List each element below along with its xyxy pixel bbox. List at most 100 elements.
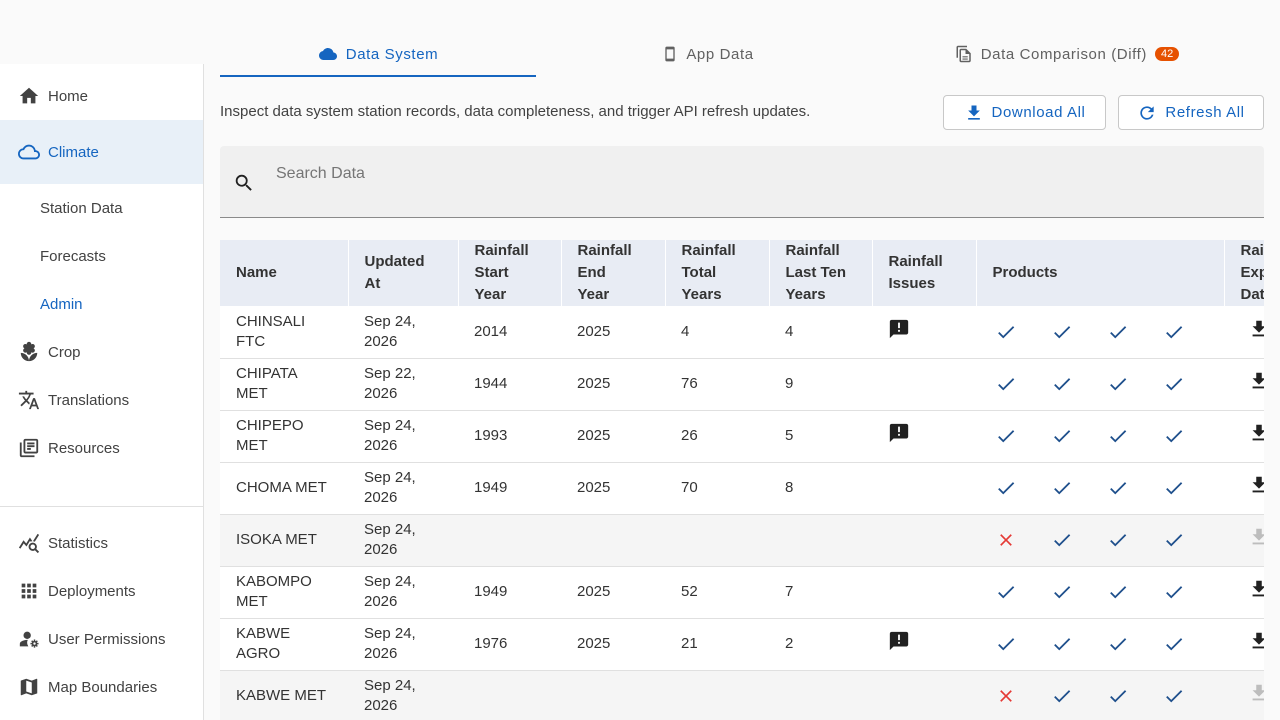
check-icon [994,320,1018,344]
cell-export [1224,514,1264,567]
sidebar-divider [0,506,203,507]
cell-name: CHINSALI FTC [220,306,348,359]
cell-rainfall-start-year: 2014 [458,306,561,359]
download-icon[interactable] [1248,370,1264,392]
cell-rainfall-issues [872,358,976,411]
sidebar-item-label: Resources [48,439,120,457]
sidebar-item-resources[interactable]: Resources [0,424,203,472]
sidebar-item-label: Climate [48,143,99,161]
cell-updated-at: Sep 24, 2026 [348,566,458,619]
cell-rainfall-total-years [665,514,769,567]
cell-rainfall-end-year: 2025 [561,358,665,411]
sidebar-item-statistics[interactable]: Statistics [0,519,203,567]
table-row[interactable]: ISOKA MET Sep 24, 2026 [220,514,1264,567]
button-label: Download All [991,104,1086,121]
cell-rainfall-end-year: 2025 [561,618,665,671]
sidebar-subitem-forecasts[interactable]: Forecasts [0,232,203,280]
table-row[interactable]: KABWE AGRO Sep 24, 2026 1976 2025 21 2 [220,618,1264,671]
cell-name: KABWE MET [220,670,348,720]
sidebar-subitem-label: Admin [40,295,83,313]
sidebar-item-crop[interactable]: Crop [0,328,203,376]
sidebar-item-deployments[interactable]: Deployments [0,567,203,615]
sidebar-subitem-station-data[interactable]: Station Data [0,184,203,232]
download-all-button[interactable]: Download All [943,95,1106,130]
refresh-all-button[interactable]: Refresh All [1118,95,1264,130]
column-header-rainfall-issues[interactable]: Rainfall Issues [872,240,977,306]
cell-name: CHOMA MET [220,462,348,515]
search-input[interactable] [276,160,1236,188]
column-header-name[interactable]: Name [220,240,349,306]
column-header-rainfall-export-data[interactable]: RainExpDat [1224,240,1264,306]
cell-export [1224,306,1264,359]
map-icon [18,676,40,698]
check-icon [1050,632,1074,656]
column-header-updated-at[interactable]: Updated At [348,240,459,306]
tab-data-system[interactable]: Data System [220,30,536,78]
check-icon [1050,580,1074,604]
cell-rainfall-last-ten-years [769,670,872,720]
check-icon [994,632,1018,656]
cell-products [976,462,1224,515]
sidebar-item-user-permissions[interactable]: User Permissions [0,615,203,663]
cell-rainfall-issues [872,306,976,359]
download-icon[interactable] [1248,422,1264,444]
check-icon [1050,320,1074,344]
cell-updated-at: Sep 22, 2026 [348,358,458,411]
table-body: CHINSALI FTC Sep 24, 2026 2014 2025 4 4 CHIPAT… [220,306,1264,720]
sidebar-item-home[interactable]: Home [0,72,203,120]
column-header-rainfall-end-year[interactable]: Rainfall End Year [561,240,666,306]
sidebar-item-label: Home [48,87,89,105]
tab-app-data[interactable]: App Data [550,30,866,78]
check-icon [1050,476,1074,500]
table-row[interactable]: KABWE MET Sep 24, 2026 [220,670,1264,720]
download-icon[interactable] [1248,630,1264,652]
cell-products [976,670,1224,720]
download-icon[interactable] [1248,318,1264,340]
cross-icon [994,684,1018,708]
cell-rainfall-start-year [458,670,561,720]
issue-report-icon[interactable] [888,422,910,444]
table-row[interactable]: CHOMA MET Sep 24, 2026 1949 2025 70 8 [220,462,1264,515]
cross-icon [994,528,1018,552]
cell-rainfall-last-ten-years: 9 [769,358,872,411]
cloud-icon [318,45,338,63]
sidebar-item-climate[interactable]: Climate [0,120,203,184]
issue-report-icon[interactable] [888,318,910,340]
cell-rainfall-total-years: 26 [665,410,769,463]
check-icon [1162,580,1186,604]
cell-rainfall-start-year: 1993 [458,410,561,463]
sidebar-item-map-boundaries[interactable]: Map Boundaries [0,663,203,711]
search-box [220,146,1264,218]
compare-icon [955,44,973,64]
cell-rainfall-end-year: 2025 [561,566,665,619]
table-row[interactable]: KABOMPO MET Sep 24, 2026 1949 2025 52 7 [220,566,1264,619]
table-row[interactable]: CHINSALI FTC Sep 24, 2026 2014 2025 4 4 [220,306,1264,359]
table-row[interactable]: CHIPEPO MET Sep 24, 2026 1993 2025 26 5 [220,410,1264,463]
refresh-icon [1137,103,1157,123]
cell-name: ISOKA MET [220,514,348,567]
check-icon [1050,684,1074,708]
cell-name: CHIPATA MET [220,358,348,411]
cell-rainfall-end-year: 2025 [561,306,665,359]
check-icon [1106,528,1130,552]
cell-rainfall-start-year: 1949 [458,566,561,619]
download-icon[interactable] [1248,578,1264,600]
cell-rainfall-total-years: 21 [665,618,769,671]
check-icon [1106,580,1130,604]
column-header-rainfall-total-years[interactable]: Rainfall Total Years [665,240,770,306]
issue-report-icon[interactable] [888,630,910,652]
tab-data-comparison[interactable]: Data Comparison (Diff) 42 [870,30,1264,78]
sidebar-subitem-admin[interactable]: Admin [0,280,203,328]
sidebar-item-translations[interactable]: Translations [0,376,203,424]
tab-active-indicator [220,75,536,77]
check-icon [1162,632,1186,656]
column-header-rainfall-start-year[interactable]: Rainfall Start Year [458,240,562,306]
download-icon[interactable] [1248,474,1264,496]
tab-label: App Data [686,45,754,63]
check-icon [1162,320,1186,344]
table-row[interactable]: CHIPATA MET Sep 22, 2026 1944 2025 76 9 [220,358,1264,411]
page-description: Inspect data system station records, dat… [220,103,811,120]
column-header-products[interactable]: Products [976,240,1225,306]
column-header-rainfall-last-ten-years[interactable]: Rainfall Last Ten Years [769,240,873,306]
